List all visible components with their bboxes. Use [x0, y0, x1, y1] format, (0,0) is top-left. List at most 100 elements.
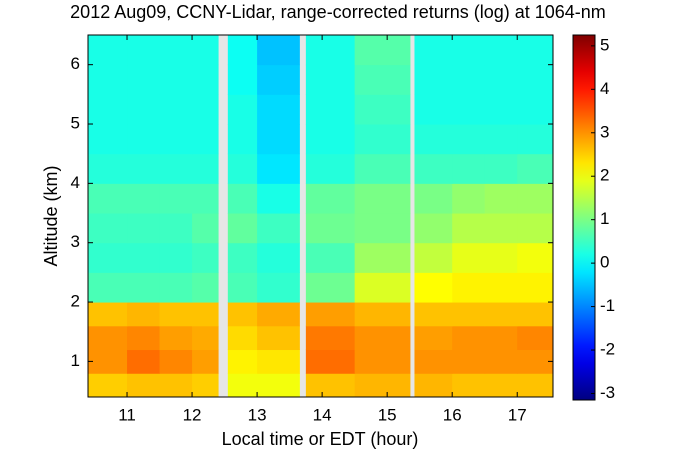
colorbar-tick-label: -1 [600, 296, 615, 315]
heat-cell [159, 325, 193, 351]
heat-cell [88, 349, 128, 374]
colorbar-tick-label: 5 [600, 35, 609, 54]
heat-cell [127, 153, 161, 184]
heat-cell [414, 124, 453, 155]
heat-cell [305, 272, 356, 303]
heat-cell [452, 153, 486, 184]
chart-title: 2012 Aug09, CCNY-Lidar, range-corrected … [70, 2, 606, 22]
heat-cell [354, 302, 411, 327]
heat-cell [354, 94, 411, 125]
heat-cell [192, 153, 219, 184]
heat-cell [192, 35, 219, 66]
heat-cell [159, 272, 193, 303]
heat-cell [305, 242, 356, 273]
heat-cell [452, 349, 486, 374]
heat-cell [257, 153, 300, 184]
heat-cell [227, 94, 258, 125]
heat-cell [484, 272, 518, 303]
heat-cell [305, 64, 356, 95]
heat-cell [484, 153, 518, 184]
heat-cell [159, 349, 193, 374]
heat-cell [354, 213, 411, 244]
y-tick-label: 3 [71, 232, 80, 251]
heat-cell [257, 124, 300, 155]
heat-cell [354, 373, 411, 398]
heat-cell [192, 272, 219, 303]
heat-cell [227, 373, 258, 398]
y-axis-label: Altitude (km) [41, 165, 61, 266]
heat-cell [305, 94, 356, 125]
heat-cell [452, 94, 486, 125]
heat-cell [88, 183, 128, 214]
heat-cell [257, 183, 300, 214]
y-tick-label: 6 [71, 54, 80, 73]
colorbar-tick-label: -3 [600, 383, 615, 402]
heat-cell [414, 213, 453, 244]
x-tick-label: 14 [313, 405, 332, 424]
heat-cell [452, 124, 486, 155]
heat-cell [227, 183, 258, 214]
heat-cell [88, 94, 128, 125]
heat-cell [305, 325, 356, 351]
heat-cell [257, 64, 300, 95]
heat-cell [159, 373, 193, 398]
colorbar-tick-label: 3 [600, 122, 609, 141]
heat-cell [354, 242, 411, 273]
heat-cell [452, 35, 486, 66]
heat-cell [484, 124, 518, 155]
colorbar-tick-label: 0 [600, 253, 609, 272]
heat-cell [127, 213, 161, 244]
heat-cell [305, 213, 356, 244]
heat-cell [517, 35, 554, 66]
heat-cell [517, 325, 554, 351]
heat-cell [484, 35, 518, 66]
heat-cell [452, 213, 486, 244]
colorbar [572, 34, 596, 401]
heat-cell [452, 183, 486, 214]
heat-cell [452, 325, 486, 351]
heat-cell [517, 94, 554, 125]
heat-cell [257, 325, 300, 351]
y-tick-label: 2 [71, 292, 80, 311]
heat-cell [354, 183, 411, 214]
heat-cell [414, 64, 453, 95]
heat-cell [227, 325, 258, 351]
heat-cell [88, 35, 128, 66]
heat-cell [127, 94, 161, 125]
heat-cell [484, 325, 518, 351]
heat-cell [127, 183, 161, 214]
x-tick-label: 15 [378, 405, 397, 424]
x-axis-label: Local time or EDT (hour) [222, 429, 419, 449]
heat-cell [88, 325, 128, 351]
heat-cell [159, 183, 193, 214]
heat-cell [414, 349, 453, 374]
x-tick-label: 11 [118, 405, 136, 424]
heat-cell [414, 94, 453, 125]
y-tick-label: 5 [71, 114, 80, 133]
heat-cell [88, 64, 128, 95]
heat-cell [159, 302, 193, 327]
heat-cell [517, 213, 554, 244]
heat-cell [159, 35, 193, 66]
colorbar-tick-label: -2 [600, 340, 615, 359]
heat-cell [192, 242, 219, 273]
heat-cell [452, 272, 486, 303]
heat-cell [305, 153, 356, 184]
heat-cell [159, 242, 193, 273]
heat-cell [227, 124, 258, 155]
heat-cell [127, 325, 161, 351]
heat-cell [414, 272, 453, 303]
heat-cell [227, 64, 258, 95]
heat-cell [354, 35, 411, 66]
heat-cell [452, 242, 486, 273]
heat-cell [257, 94, 300, 125]
heat-cell [517, 373, 554, 398]
heat-cell [127, 302, 161, 327]
heat-cell [257, 272, 300, 303]
heat-cell [354, 325, 411, 351]
heat-cell [227, 35, 258, 66]
x-tick-label: 17 [508, 405, 527, 424]
heat-cell [517, 349, 554, 374]
heat-cell [517, 302, 554, 327]
